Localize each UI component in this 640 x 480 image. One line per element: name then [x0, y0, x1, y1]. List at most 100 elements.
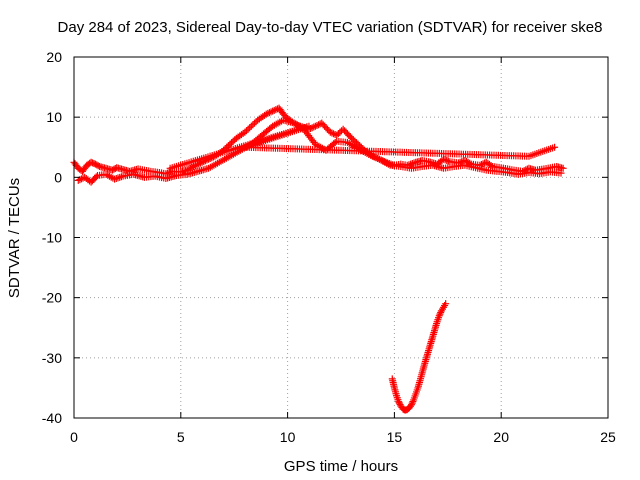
x-tick-label: 15: [387, 429, 403, 445]
data-point-fill: [270, 106, 278, 114]
data-point-fill: [100, 171, 108, 179]
data-points: [70, 104, 567, 414]
data-point-fill: [331, 139, 339, 147]
data-point-fill: [114, 174, 122, 182]
data-point-fill: [395, 399, 403, 407]
x-tick-label: 10: [280, 429, 296, 445]
data-point-fill: [441, 301, 449, 309]
series-main: [70, 104, 567, 178]
data-point-fill: [555, 169, 563, 177]
data-point-fill: [411, 392, 419, 400]
data-point-fill: [420, 363, 428, 371]
data-point-fill: [407, 160, 415, 168]
data-point-fill: [203, 165, 211, 173]
data-point-fill: [309, 137, 317, 145]
data-point-fill: [171, 172, 179, 180]
y-tick-label: 10: [46, 109, 62, 125]
data-point-fill: [395, 162, 403, 170]
data-point-fill: [196, 159, 204, 167]
data-point-fill: [527, 152, 535, 160]
data-point-fill: [224, 153, 232, 161]
data-point-fill: [328, 129, 336, 137]
data-point-fill: [433, 320, 441, 328]
data-point-fill: [435, 314, 443, 322]
data-point-fill: [416, 163, 424, 171]
data-point-fill: [244, 125, 252, 133]
data-point-fill: [195, 160, 203, 168]
data-point: [226, 140, 234, 148]
y-axis-label: SDTVAR / TECUs: [6, 178, 23, 298]
data-point-fill: [288, 119, 296, 127]
y-tick-label: 0: [54, 169, 62, 185]
x-tick-label: 5: [177, 429, 185, 445]
x-tick-label: 0: [70, 429, 78, 445]
data-point-fill: [392, 390, 400, 398]
chart-title: Day 284 of 2023, Sidereal Day-to-day VTE…: [58, 19, 603, 36]
data-point-fill: [485, 160, 493, 168]
grid-lines: [74, 57, 608, 418]
data-point-fill: [413, 386, 421, 394]
data-point-fill: [316, 120, 324, 128]
data-point-fill: [89, 159, 97, 167]
data-point-fill: [384, 160, 392, 168]
data-point-fill: [168, 164, 176, 172]
data-point-fill: [418, 371, 426, 379]
data-point-fill: [409, 398, 417, 406]
data-point-fill: [313, 121, 321, 129]
data-point-fill: [441, 156, 449, 164]
y-tick-label: 20: [46, 49, 62, 65]
data-point-fill: [424, 348, 432, 356]
data-point-fill: [444, 157, 452, 165]
data-point-fill: [422, 356, 430, 364]
data-point-fill: [436, 310, 444, 318]
series-outliers: [166, 122, 559, 172]
data-point-fill: [94, 162, 102, 170]
data-point: [269, 107, 277, 115]
data-point-fill: [469, 163, 477, 171]
data-point-fill: [84, 160, 92, 168]
data-point-fill: [428, 334, 436, 342]
data-point-fill: [213, 159, 221, 167]
data-point-fill: [118, 165, 126, 173]
data-point-fill: [81, 164, 89, 172]
data-point-fill: [259, 113, 267, 121]
data-point-fill: [249, 121, 257, 129]
data-point-fill: [107, 173, 115, 181]
data-point: [247, 122, 255, 130]
x-tick-label: 25: [600, 429, 616, 445]
data-point-fill: [331, 130, 339, 138]
data-point-fill: [181, 171, 189, 179]
data-point-fill: [224, 142, 232, 150]
data-point-fill: [501, 168, 509, 176]
data-point-fill: [308, 124, 316, 132]
data-point-fill: [237, 131, 245, 139]
y-tick-label: -30: [42, 350, 62, 366]
data-point-fill: [448, 163, 456, 171]
data-point-fill: [112, 175, 120, 183]
data-point-fill: [415, 379, 423, 387]
data-point-fill: [116, 173, 124, 181]
data-point-fill: [91, 174, 99, 182]
data-point-fill: [229, 137, 237, 145]
x-axis-label: GPS time / hours: [284, 458, 398, 475]
data-point-fill: [480, 166, 488, 174]
data-point-fill: [265, 109, 273, 117]
data-point-fill: [242, 127, 250, 135]
data-point-fill: [110, 165, 118, 173]
data-point: [333, 131, 341, 139]
y-tick-label: -10: [42, 230, 62, 246]
x-tick-label: 20: [493, 429, 509, 445]
data-point-fill: [345, 131, 353, 139]
data-point-fill: [334, 130, 342, 138]
y-tick-label: -40: [42, 410, 62, 426]
data-point-fill: [192, 168, 200, 176]
data-point: [311, 122, 319, 130]
data-point-fill: [277, 107, 285, 115]
data-point-fill: [336, 128, 344, 136]
data-point-fill: [100, 164, 108, 172]
data-point-fill: [93, 161, 101, 169]
data-point-fill: [145, 167, 153, 175]
data-point-fill: [138, 166, 146, 174]
data-point-fill: [117, 173, 125, 181]
data-point-fill: [408, 159, 416, 167]
